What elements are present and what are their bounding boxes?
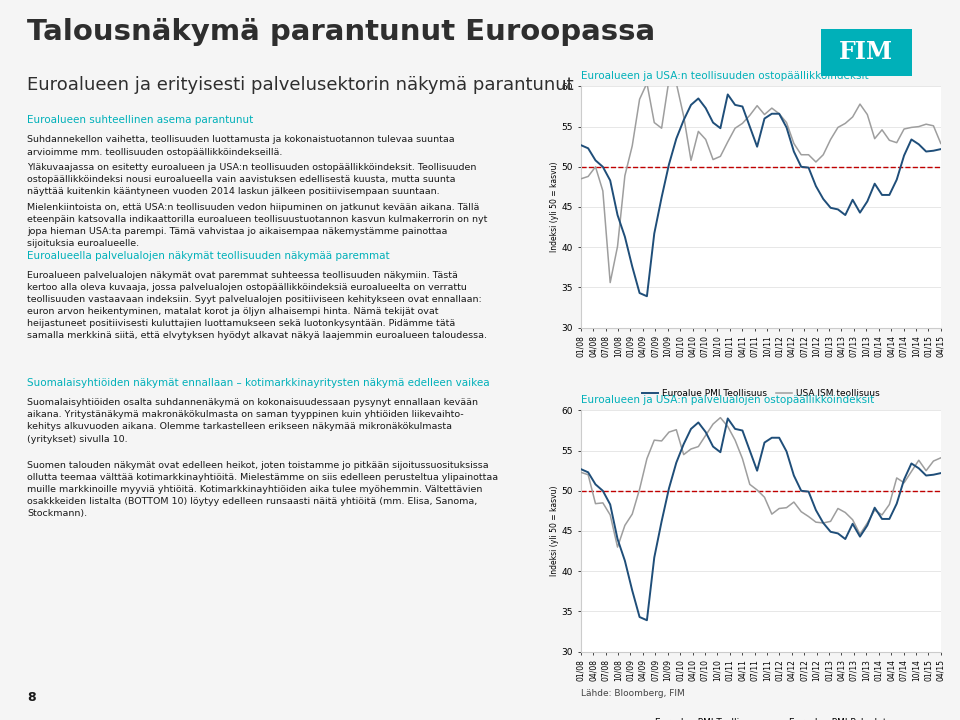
Text: Yläkuvaajassa on esitetty euroalueen ja USA:n teollisuuden ostopäällikköindeksit: Yläkuvaajassa on esitetty euroalueen ja …	[27, 163, 476, 196]
Text: Euroalueen ja USA:n teollisuuden ostopäällikköindeksit: Euroalueen ja USA:n teollisuuden ostopää…	[581, 71, 869, 81]
Text: Suomen talouden näkymät ovat edelleen heikot, joten toistamme jo pitkään sijoitu: Suomen talouden näkymät ovat edelleen he…	[27, 461, 498, 518]
Text: Euroalueen ja erityisesti palvelusektorin näkymä parantunut: Euroalueen ja erityisesti palvelusektori…	[27, 76, 573, 94]
Text: Suomalaisyhtiöiden osalta suhdannenäkymä on kokonaisuudessaan pysynyt ennallaan : Suomalaisyhtiöiden osalta suhdannenäkymä…	[27, 398, 478, 444]
Text: Suomalaisyhtiöiden näkymät ennallaan – kotimarkkinayritysten näkymä edelleen vai: Suomalaisyhtiöiden näkymät ennallaan – k…	[27, 378, 490, 388]
Text: 8: 8	[27, 691, 36, 704]
Text: Talousnäkymä parantunut Euroopassa: Talousnäkymä parantunut Euroopassa	[27, 18, 655, 46]
Text: Euroalueen suhteellinen asema parantunut: Euroalueen suhteellinen asema parantunut	[27, 115, 253, 125]
Legend: Euroalue PMI Teollisuus, USA ISM teollisuus: Euroalue PMI Teollisuus, USA ISM teollis…	[638, 385, 883, 402]
Y-axis label: Indeksi (yli 50 = kasvu): Indeksi (yli 50 = kasvu)	[550, 162, 559, 252]
Text: Euroalueella palvelualojen näkymät teollisuuden näkymää paremmat: Euroalueella palvelualojen näkymät teoll…	[27, 251, 390, 261]
Text: Suhdannekellon vaihetta, teollisuuden luottamusta ja kokonaistuotannon tulevaa s: Suhdannekellon vaihetta, teollisuuden lu…	[27, 135, 454, 156]
Text: Euroalueen palvelualojen näkymät ovat paremmat suhteessa teollisuuden näkymiin. : Euroalueen palvelualojen näkymät ovat pa…	[27, 271, 487, 341]
Text: Mielenkiintoista on, että USA:n teollisuuden vedon hiipuminen on jatkunut kevään: Mielenkiintoista on, että USA:n teollisu…	[27, 203, 488, 248]
Legend: Euroalue PMI Teollisuus, Euroalue PMI Palvelut: Euroalue PMI Teollisuus, Euroalue PMI Pa…	[632, 714, 890, 720]
Text: Euroalueen ja USA:n palvelualojen ostopäällikköindeksit: Euroalueen ja USA:n palvelualojen ostopä…	[581, 395, 874, 405]
Text: FIM: FIM	[839, 40, 894, 64]
Text: Lähde: Bloomberg, FIM: Lähde: Bloomberg, FIM	[581, 690, 684, 698]
Y-axis label: Indeksi (yli 50 = kasvu): Indeksi (yli 50 = kasvu)	[550, 486, 559, 576]
